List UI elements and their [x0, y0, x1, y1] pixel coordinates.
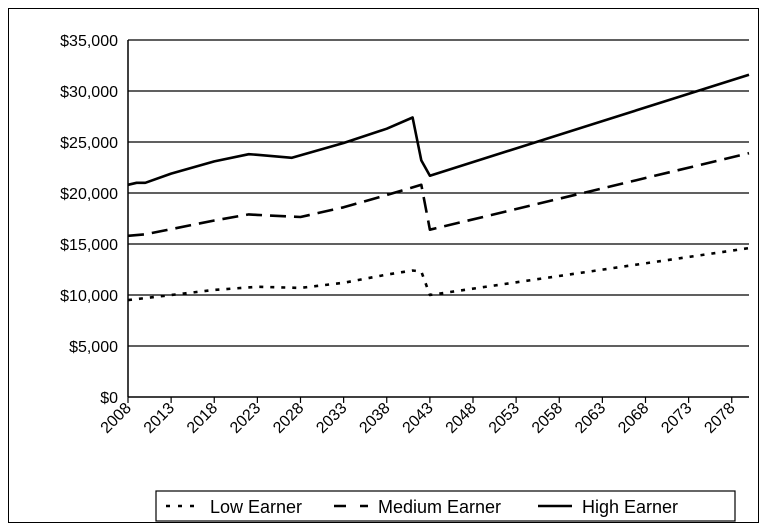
- series-line-medium-earner: [127, 151, 750, 238]
- y-tick-label: $35,000: [60, 33, 118, 50]
- chart-frame: $0 $5,000 $10,000 $15,000 $20,000 $25,000 $30,…: [8, 8, 759, 523]
- x-tick-label: 2048: [443, 400, 480, 437]
- x-tick-label: 2073: [658, 400, 695, 437]
- x-tick-label: 2068: [615, 400, 652, 437]
- x-tick-label: 2028: [270, 400, 307, 437]
- series-line-high-earner: [127, 73, 750, 187]
- y-tick-label: $15,000: [60, 237, 118, 254]
- x-tick-label: 2053: [486, 400, 523, 437]
- x-tick-label: 2058: [529, 400, 566, 437]
- y-tick-label: $5,000: [69, 339, 118, 356]
- x-tick-label: 2043: [400, 400, 437, 437]
- y-tick-label: $25,000: [60, 135, 118, 152]
- x-tick-label: 2038: [356, 400, 393, 437]
- x-tick-label: 2013: [141, 400, 178, 437]
- series-line-low-earner: [127, 246, 750, 302]
- y-tick-label: $20,000: [60, 186, 118, 203]
- x-tick-label: 2018: [184, 400, 221, 437]
- y-tick-label: $30,000: [60, 84, 118, 101]
- y-tick-label: $10,000: [60, 288, 118, 305]
- legend-label: Medium Earner: [378, 497, 501, 517]
- legend: [155, 490, 736, 522]
- x-tick-label: 2078: [701, 400, 738, 437]
- line-chart: $0 $5,000 $10,000 $15,000 $20,000 $25,000 $30,…: [60, 33, 750, 522]
- legend-label: Low Earner: [210, 497, 302, 517]
- y-tick-label: $0: [100, 390, 118, 407]
- x-tick-label: 2063: [572, 400, 609, 437]
- x-tick-label: 2033: [313, 400, 350, 437]
- x-tick-label: 2023: [227, 400, 264, 437]
- legend-label: High Earner: [582, 497, 678, 517]
